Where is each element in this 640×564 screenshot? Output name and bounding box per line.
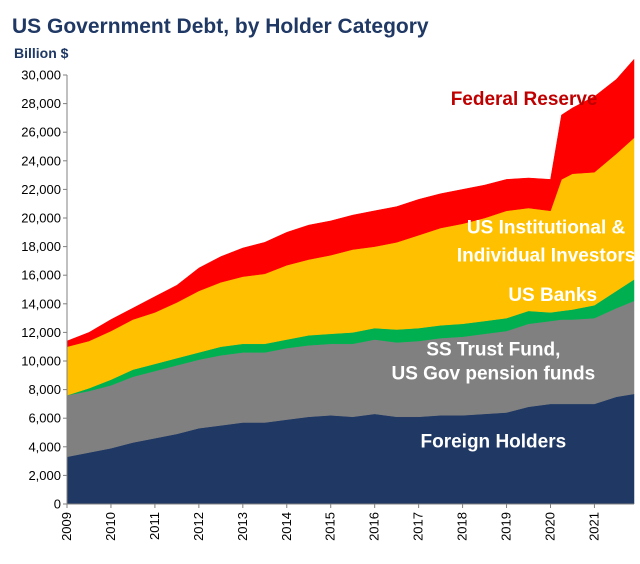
series-label-us-institutional-individual-investors: US Institutional & Individual Investors (457, 218, 635, 267)
stacked-areas (66, 58, 635, 505)
y-tick-label: 24,000 (21, 153, 61, 168)
series-labels: Foreign Holders SS Trust Fund, US Gov pens… (391, 89, 635, 452)
x-tick-label: 2015 (323, 512, 338, 541)
x-tick-label: 2019 (499, 512, 514, 541)
x-tick-label: 2021 (586, 512, 601, 541)
x-tick-label: 2020 (542, 512, 557, 541)
y-tick-label: 18,000 (21, 239, 61, 254)
y-tick-label: 6,000 (28, 411, 61, 426)
series-label-federal-reserve: Federal Reserve (451, 89, 598, 110)
y-tick-label: 30,000 (21, 68, 61, 83)
x-tick-label: 2018 (455, 512, 470, 541)
y-tick-label: 0 (54, 497, 61, 512)
y-tick-label: 12,000 (21, 325, 61, 340)
y-tick-label: 28,000 (21, 96, 61, 111)
x-tick-label: 2017 (411, 512, 426, 541)
y-tick-label: 14,000 (21, 296, 61, 311)
x-tick-label: 2013 (235, 512, 250, 541)
area-federal-reserve (66, 58, 635, 348)
y-tick-label: 10,000 (21, 354, 61, 369)
x-tick-label: 2011 (147, 512, 162, 540)
x-tick-label: 2016 (367, 512, 382, 541)
y-axis-ticks: 0 2,000 4,000 6,000 8,000 10,000 12,000 14,000 1… (21, 68, 67, 512)
series-label-ss-trust-fund-us-gov-pension-funds: SS Trust Fund, US Gov pension funds (391, 339, 595, 384)
y-tick-label: 2,000 (28, 468, 61, 483)
series-label-foreign-holders: Foreign Holders (421, 432, 567, 453)
y-axis-unit-label: Billion $ (14, 45, 69, 61)
y-tick-label: 26,000 (21, 125, 61, 140)
x-tick-label: 2009 (59, 512, 74, 541)
x-tick-label: 2010 (103, 512, 118, 541)
y-tick-label: 20,000 (21, 211, 61, 226)
axes (66, 75, 634, 505)
y-tick-label: 4,000 (28, 439, 61, 454)
chart-title: US Government Debt, by Holder Category (12, 15, 429, 38)
y-tick-label: 8,000 (28, 382, 61, 397)
y-tick-label: 16,000 (21, 268, 61, 283)
x-tick-label: 2012 (191, 512, 206, 541)
y-tick-label: 22,000 (21, 182, 61, 197)
series-label-us-banks: US Banks (508, 285, 597, 306)
x-tick-label: 2014 (279, 512, 294, 541)
x-axis-ticks: 2009 2010 2011 2012 2013 2014 2015 2016 2017 2018… (59, 504, 601, 541)
